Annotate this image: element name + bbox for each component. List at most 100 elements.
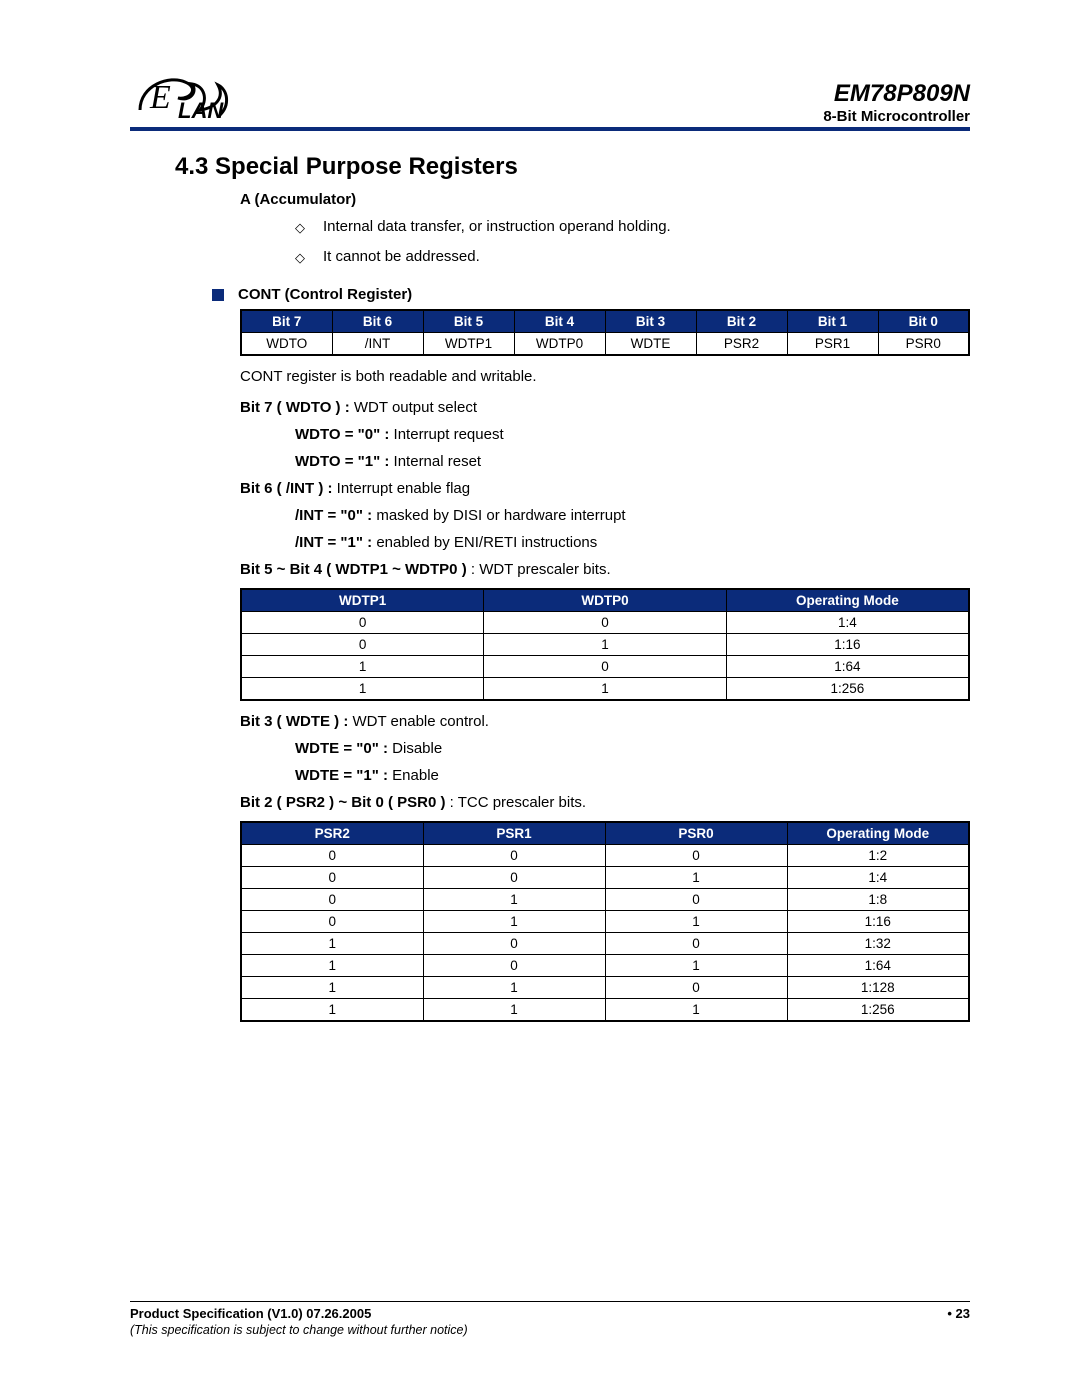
bit-value: WDTO bbox=[241, 333, 332, 356]
table-row: 0101:8 bbox=[241, 889, 969, 911]
table-cell: 0 bbox=[423, 933, 605, 955]
table-header: PSR0 bbox=[605, 822, 787, 845]
bit-header: Bit 7 bbox=[241, 310, 332, 333]
table-cell: 1 bbox=[423, 977, 605, 999]
table-row: 0111:16 bbox=[241, 911, 969, 933]
table-row: 001:4 bbox=[241, 612, 969, 634]
table-cell: 1:2 bbox=[787, 845, 969, 867]
table-cell: 1 bbox=[605, 999, 787, 1022]
table-cell: 1 bbox=[423, 889, 605, 911]
table-row: 1111:256 bbox=[241, 999, 969, 1022]
table-header: Operating Mode bbox=[726, 589, 969, 612]
table-cell: 1 bbox=[241, 933, 423, 955]
bit3-v0: WDTE = "0" : Disable bbox=[295, 740, 970, 757]
bit-value: WDTP1 bbox=[423, 333, 514, 356]
page-header: E LAN EM78P809N 8-Bit Microcontroller bbox=[130, 70, 970, 131]
product-subtitle: 8-Bit Microcontroller bbox=[823, 108, 970, 125]
tcc-prescaler-table: PSR2PSR1PSR0Operating Mode 0001:20011:40… bbox=[240, 821, 970, 1022]
bullet-text: Internal data transfer, or instruction o… bbox=[323, 218, 671, 235]
bit-value: PSR0 bbox=[878, 333, 969, 356]
bit-value: PSR1 bbox=[787, 333, 878, 356]
table-cell: 1 bbox=[241, 678, 484, 701]
bullet-text: It cannot be addressed. bbox=[323, 248, 480, 265]
table-cell: 1:16 bbox=[787, 911, 969, 933]
table-row: 1101:128 bbox=[241, 977, 969, 999]
bit-header: Bit 1 bbox=[787, 310, 878, 333]
table-cell: 0 bbox=[423, 867, 605, 889]
table-cell: 1:256 bbox=[726, 678, 969, 701]
bit-header: Bit 3 bbox=[605, 310, 696, 333]
table-cell: 0 bbox=[423, 955, 605, 977]
bit-header: Bit 4 bbox=[514, 310, 605, 333]
table-cell: 1 bbox=[605, 867, 787, 889]
table-header: PSR2 bbox=[241, 822, 423, 845]
table-cell: 0 bbox=[241, 889, 423, 911]
accumulator-bullet: ◇ Internal data transfer, or instruction… bbox=[295, 218, 970, 238]
product-code: EM78P809N bbox=[823, 80, 970, 108]
table-cell: 0 bbox=[605, 977, 787, 999]
wdt-prescaler-table: WDTP1WDTP0Operating Mode 001:4011:16101:… bbox=[240, 588, 970, 701]
table-cell: 1 bbox=[484, 678, 727, 701]
table-cell: 0 bbox=[241, 845, 423, 867]
bit3-v1: WDTE = "1" : Enable bbox=[295, 767, 970, 784]
table-cell: 1:4 bbox=[726, 612, 969, 634]
table-row: 0001:2 bbox=[241, 845, 969, 867]
table-row: 111:256 bbox=[241, 678, 969, 701]
bit20-line: Bit 2 ( PSR2 ) ~ Bit 0 ( PSR0 ) : TCC pr… bbox=[240, 794, 970, 811]
table-cell: 0 bbox=[605, 933, 787, 955]
table-cell: 1 bbox=[241, 977, 423, 999]
bit-value: /INT bbox=[332, 333, 423, 356]
table-row: 1011:64 bbox=[241, 955, 969, 977]
cont-heading: CONT (Control Register) bbox=[238, 286, 412, 303]
table-header: WDTP1 bbox=[241, 589, 484, 612]
table-cell: 0 bbox=[241, 867, 423, 889]
table-cell: 1 bbox=[241, 656, 484, 678]
table-cell: 1 bbox=[423, 999, 605, 1022]
bit54-line: Bit 5 ~ Bit 4 ( WDTP1 ~ WDTP0 ) : WDT pr… bbox=[240, 561, 970, 578]
table-row: 1001:32 bbox=[241, 933, 969, 955]
table-cell: 0 bbox=[484, 656, 727, 678]
table-cell: 1:64 bbox=[726, 656, 969, 678]
table-cell: 1:4 bbox=[787, 867, 969, 889]
table-cell: 1:16 bbox=[726, 634, 969, 656]
table-cell: 1:32 bbox=[787, 933, 969, 955]
table-cell: 0 bbox=[605, 889, 787, 911]
table-cell: 1 bbox=[423, 911, 605, 933]
bit-header: Bit 0 bbox=[878, 310, 969, 333]
table-cell: 1 bbox=[484, 634, 727, 656]
bit6-line: Bit 6 ( /INT ) : Interrupt enable flag bbox=[240, 480, 970, 497]
table-cell: 0 bbox=[241, 634, 484, 656]
blue-square-icon bbox=[212, 289, 224, 301]
footer-note: (This specification is subject to change… bbox=[130, 1323, 970, 1337]
table-cell: 1:256 bbox=[787, 999, 969, 1022]
footer-page: • 23 bbox=[947, 1306, 970, 1321]
bit7-v1: WDTO = "1" : Internal reset bbox=[295, 453, 970, 470]
table-row: 0011:4 bbox=[241, 867, 969, 889]
cont-bits-table: Bit 7Bit 6Bit 5Bit 4Bit 3Bit 2Bit 1Bit 0… bbox=[240, 309, 970, 356]
bit-value: PSR2 bbox=[696, 333, 787, 356]
bit-header: Bit 6 bbox=[332, 310, 423, 333]
accumulator-heading: A (Accumulator) bbox=[240, 191, 970, 208]
table-cell: 1 bbox=[241, 955, 423, 977]
bit7-v0: WDTO = "0" : Interrupt request bbox=[295, 426, 970, 443]
svg-text:E: E bbox=[149, 79, 171, 116]
table-cell: 0 bbox=[484, 612, 727, 634]
table-cell: 1 bbox=[241, 999, 423, 1022]
bit-header: Bit 2 bbox=[696, 310, 787, 333]
bit-header: Bit 5 bbox=[423, 310, 514, 333]
table-cell: 1:64 bbox=[787, 955, 969, 977]
accumulator-bullet: ◇ It cannot be addressed. bbox=[295, 248, 970, 268]
bit-value: WDTP0 bbox=[514, 333, 605, 356]
bit3-line: Bit 3 ( WDTE ) : WDT enable control. bbox=[240, 713, 970, 730]
table-cell: 0 bbox=[605, 845, 787, 867]
table-cell: 1 bbox=[605, 911, 787, 933]
elan-logo: E LAN bbox=[130, 70, 240, 125]
table-cell: 0 bbox=[241, 911, 423, 933]
table-row: 101:64 bbox=[241, 656, 969, 678]
svg-text:LAN: LAN bbox=[178, 98, 224, 123]
diamond-icon: ◇ bbox=[295, 248, 305, 268]
cont-note: CONT register is both readable and writa… bbox=[240, 368, 970, 385]
table-cell: 0 bbox=[241, 612, 484, 634]
table-cell: 1:8 bbox=[787, 889, 969, 911]
bit6-v1: /INT = "1" : enabled by ENI/RETI instruc… bbox=[295, 534, 970, 551]
